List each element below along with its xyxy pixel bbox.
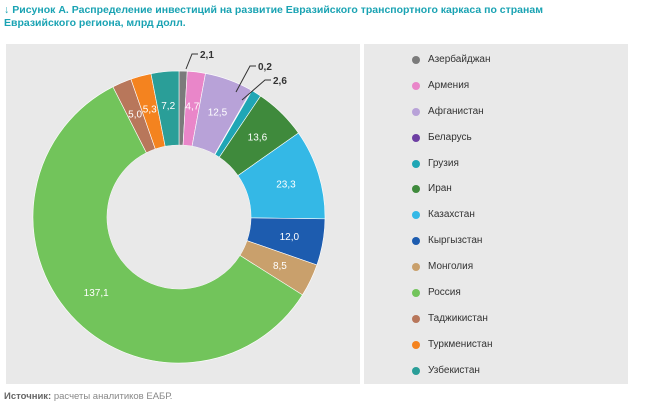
legend-label-6: Иран xyxy=(428,183,452,195)
legend-swatch-13 xyxy=(412,366,420,375)
donut-hole xyxy=(107,145,251,289)
data-label-12: 5,3 xyxy=(143,104,157,115)
legend-swatch-4 xyxy=(412,133,420,142)
legend-panel: Азербайджан Армения Афганистан Беларусь Груз… xyxy=(364,44,628,384)
data-label-9: 8,5 xyxy=(273,261,287,272)
legend-label-3: Афганистан xyxy=(428,105,484,117)
figure-title: ↓ Рисунок А. Распределение инвестиций на … xyxy=(4,4,604,30)
data-label-11: 5,0 xyxy=(128,109,142,120)
legend-label-4: Беларусь xyxy=(428,131,472,143)
leader-line-1 xyxy=(185,53,198,70)
legend-swatch-1 xyxy=(412,56,420,64)
data-label-3: 12,5 xyxy=(208,107,228,118)
data-label-4: 0,2 xyxy=(258,62,272,73)
legend-swatch-8 xyxy=(412,237,420,246)
legend-swatch-6 xyxy=(412,185,420,194)
legend-swatch-10 xyxy=(412,289,420,298)
legend-label-2: Армения xyxy=(428,79,470,91)
data-label-13: 7,2 xyxy=(161,101,175,112)
legend-swatch-12 xyxy=(412,340,420,349)
data-label-8: 12,0 xyxy=(280,232,300,243)
legend-swatch-3 xyxy=(412,107,420,116)
legend-label-12: Туркменистан xyxy=(428,338,493,350)
leader-line-4 xyxy=(235,65,256,93)
legend-label-7: Казахстан xyxy=(428,209,475,221)
legend-label-5: Грузия xyxy=(428,157,459,169)
data-label-5: 2,6 xyxy=(273,76,287,87)
legend-swatch-7 xyxy=(412,211,420,220)
data-label-6: 13,6 xyxy=(248,133,268,144)
legend-label-8: Кыргызстан xyxy=(428,235,483,247)
chart-panel: 2,1 4,7 12,5 0,2 2,6 13,6 23,3 12,0 8,5 137,1 5,0 5… xyxy=(6,44,360,384)
legend-swatch-9 xyxy=(412,263,420,272)
legend-label-11: Таджикистан xyxy=(428,312,488,324)
legend-label-13: Узбекистан xyxy=(428,364,480,376)
legend-label-9: Монголия xyxy=(428,261,474,273)
legend-swatch-5 xyxy=(412,159,420,168)
source-text: расчеты аналитиков ЕАБР. xyxy=(53,391,173,402)
legend-label-1: Азербайджан xyxy=(428,54,491,65)
leader-line-5 xyxy=(241,79,271,101)
source-note: Источник: расчеты аналитиков ЕАБР. xyxy=(4,391,172,402)
donut-chart: 2,1 4,7 12,5 0,22,6 13,6 23,3 12,0 8,5 137,1 5,0 5… xyxy=(32,50,326,364)
data-label-2: 4,7 xyxy=(185,101,199,112)
legend-label-10: Россия xyxy=(428,287,461,299)
data-label-10: 137,1 xyxy=(84,288,109,299)
legend-swatch-11 xyxy=(412,314,420,323)
figure-title-text: Рисунок А. Распределение инвестиций на р… xyxy=(4,4,543,29)
arrow-down-icon: ↓ xyxy=(4,4,10,16)
data-label-7: 23,3 xyxy=(276,179,296,190)
data-label-1: 2,1 xyxy=(200,50,214,61)
legend-swatch-2 xyxy=(412,81,420,90)
source-label: Источник: xyxy=(4,391,52,402)
